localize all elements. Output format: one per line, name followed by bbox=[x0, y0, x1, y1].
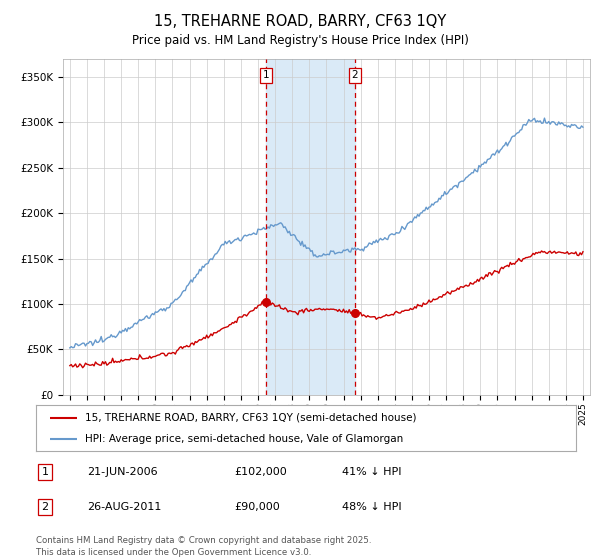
Text: 15, TREHARNE ROAD, BARRY, CF63 1QY: 15, TREHARNE ROAD, BARRY, CF63 1QY bbox=[154, 14, 446, 29]
Text: Contains HM Land Registry data © Crown copyright and database right 2025.
This d: Contains HM Land Registry data © Crown c… bbox=[36, 536, 371, 557]
Text: 48% ↓ HPI: 48% ↓ HPI bbox=[342, 502, 401, 512]
Bar bbox=[266, 59, 355, 395]
Text: 26-AUG-2011: 26-AUG-2011 bbox=[87, 502, 161, 512]
Text: £102,000: £102,000 bbox=[234, 467, 287, 477]
Text: 2: 2 bbox=[41, 502, 49, 512]
Text: Price paid vs. HM Land Registry's House Price Index (HPI): Price paid vs. HM Land Registry's House … bbox=[131, 34, 469, 46]
Text: 41% ↓ HPI: 41% ↓ HPI bbox=[342, 467, 401, 477]
Text: 21-JUN-2006: 21-JUN-2006 bbox=[87, 467, 158, 477]
Text: 15, TREHARNE ROAD, BARRY, CF63 1QY (semi-detached house): 15, TREHARNE ROAD, BARRY, CF63 1QY (semi… bbox=[85, 413, 416, 423]
Text: £90,000: £90,000 bbox=[234, 502, 280, 512]
Text: 1: 1 bbox=[41, 467, 49, 477]
Text: HPI: Average price, semi-detached house, Vale of Glamorgan: HPI: Average price, semi-detached house,… bbox=[85, 434, 403, 444]
Text: 2: 2 bbox=[352, 70, 358, 80]
Text: 1: 1 bbox=[263, 70, 269, 80]
